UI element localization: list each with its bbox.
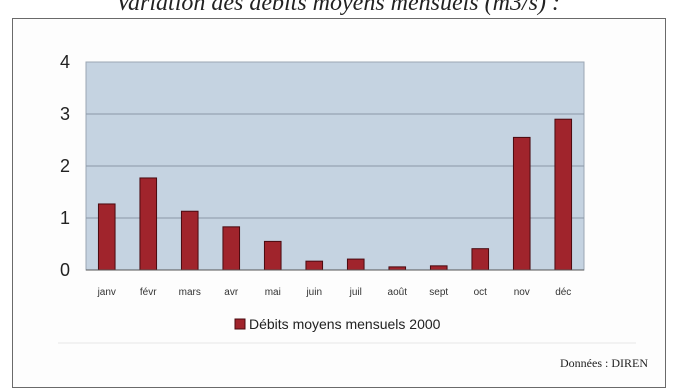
x-tick-label: févr (140, 287, 157, 298)
x-tick-label: juin (305, 287, 322, 298)
y-tick-label: 0 (60, 260, 70, 280)
bar (263, 240, 282, 271)
x-axis-ticks: janv févr mars avr mai juin juil août sept oct nov… (97, 287, 572, 298)
bar (222, 226, 241, 271)
bar (429, 265, 448, 271)
y-tick-label: 1 (60, 208, 70, 228)
x-tick-label: oct (474, 287, 488, 298)
y-tick-label: 3 (60, 104, 70, 124)
bar (471, 248, 490, 271)
x-tick-label: juil (349, 287, 362, 298)
bar (346, 258, 365, 271)
bar (305, 260, 324, 271)
legend: Débits moyens mensuels 2000 (234, 316, 441, 332)
x-tick-label: janv (97, 287, 116, 298)
bar (512, 136, 531, 271)
x-tick-label: mai (265, 287, 281, 298)
bar (180, 210, 199, 271)
legend-swatch (234, 318, 246, 330)
x-tick-label: sept (429, 287, 448, 298)
y-tick-label: 2 (60, 156, 70, 176)
bars (97, 118, 573, 271)
bar (554, 118, 573, 271)
x-tick-label: nov (514, 287, 530, 298)
source-note: Données : DIREN (560, 356, 648, 370)
x-tick-label: avr (224, 287, 239, 298)
legend-label: Débits moyens mensuels 2000 (249, 316, 441, 332)
gridlines (86, 113, 584, 219)
x-tick-label: mars (179, 287, 201, 298)
x-tick-label: août (388, 287, 408, 298)
y-tick-label: 4 (60, 52, 70, 72)
y-axis-ticks: 0 1 2 3 4 (60, 52, 70, 280)
page-caption: Variation des débits moyens mensuels (m3… (116, 0, 560, 16)
x-tick-label: déc (555, 287, 571, 298)
bar (139, 177, 158, 271)
bar (97, 203, 116, 271)
